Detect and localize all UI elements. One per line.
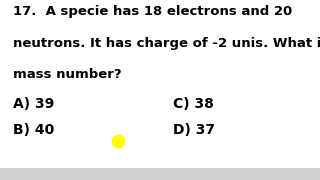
Text: 17.  A specie has 18 electrons and 20: 17. A specie has 18 electrons and 20 (13, 5, 292, 18)
Text: D) 37: D) 37 (173, 123, 215, 137)
FancyBboxPatch shape (0, 168, 320, 180)
Text: neutrons. It has charge of -2 unis. What is its: neutrons. It has charge of -2 unis. What… (13, 37, 320, 50)
Point (116, 140, 121, 143)
Text: A) 39: A) 39 (13, 97, 54, 111)
Text: C) 38: C) 38 (173, 97, 214, 111)
Text: B) 40: B) 40 (13, 123, 54, 137)
Text: mass number?: mass number? (13, 68, 121, 81)
